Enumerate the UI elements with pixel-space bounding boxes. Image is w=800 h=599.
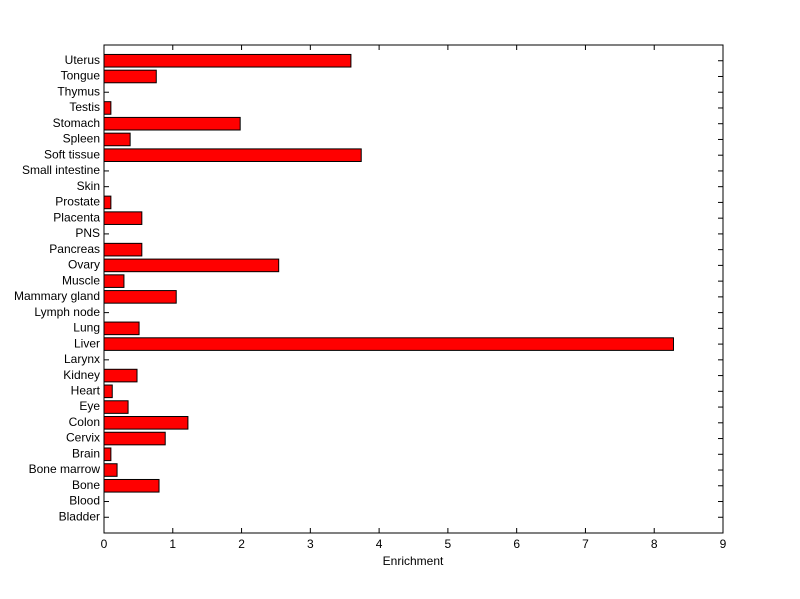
x-tick-label: 5	[445, 537, 452, 551]
x-axis-label: Enrichment	[383, 554, 444, 568]
bar	[103, 416, 189, 430]
bar	[103, 101, 112, 115]
bar	[103, 116, 241, 131]
bar	[103, 447, 112, 462]
bar	[103, 290, 177, 304]
x-tick-label: 6	[513, 537, 520, 551]
y-tick-label: Brain	[72, 446, 100, 460]
y-tick-label: Thymus	[57, 84, 100, 98]
y-tick-label: Small intestine	[22, 163, 100, 177]
y-tick-label: Cervix	[66, 431, 100, 445]
y-tick-label: Larynx	[64, 352, 100, 366]
y-tick-label: Mammary gland	[14, 289, 100, 303]
bar	[103, 274, 125, 288]
bar	[103, 384, 113, 399]
bar	[103, 69, 157, 84]
bar	[103, 431, 166, 446]
y-tick-label: Kidney	[63, 368, 100, 382]
y-tick-label: Pancreas	[49, 242, 100, 256]
y-tick-label: Spleen	[63, 132, 100, 146]
bar	[103, 368, 138, 383]
y-tick-label: Bone	[72, 478, 100, 492]
y-tick-label: Stomach	[53, 116, 100, 130]
y-tick-label: Lymph node	[34, 305, 100, 319]
bar	[103, 337, 674, 351]
y-tick-label: Blood	[69, 494, 100, 508]
bar	[103, 258, 280, 273]
y-tick-label: PNS	[75, 226, 100, 240]
y-tick-label: Bladder	[59, 509, 100, 523]
bar	[103, 321, 140, 336]
x-tick-label: 9	[720, 537, 727, 551]
x-tick-label: 7	[582, 537, 589, 551]
x-tick-label: 8	[651, 537, 658, 551]
x-tick-label: 4	[376, 537, 383, 551]
y-tick-label: Colon	[69, 415, 100, 429]
bar	[103, 148, 362, 162]
y-tick-label: Testis	[69, 100, 100, 114]
y-tick-label: Eye	[79, 399, 100, 413]
bar	[103, 211, 143, 225]
y-tick-label: Skin	[77, 179, 100, 193]
bar	[103, 400, 129, 414]
x-tick-label: 1	[169, 537, 176, 551]
x-tick-label: 0	[101, 537, 108, 551]
y-tick-label: Prostate	[55, 195, 100, 209]
bar	[103, 242, 143, 257]
y-tick-label: Tongue	[61, 69, 101, 83]
y-tick-label: Ovary	[68, 258, 100, 272]
bar	[103, 53, 352, 68]
y-tick-label: Lung	[73, 321, 100, 335]
bar	[103, 132, 131, 147]
bar	[103, 478, 160, 493]
y-tick-label: Uterus	[65, 53, 100, 67]
y-tick-label: Soft tissue	[44, 147, 100, 161]
y-tick-label: Muscle	[62, 273, 100, 287]
y-tick-label: Bone marrow	[29, 462, 101, 476]
bar	[103, 195, 112, 210]
x-tick-label: 3	[307, 537, 314, 551]
x-tick-label: 2	[238, 537, 245, 551]
y-tick-label: Liver	[74, 336, 100, 350]
bar	[103, 463, 118, 477]
y-tick-label: Heart	[71, 383, 101, 397]
y-tick-label: Placenta	[53, 210, 100, 224]
